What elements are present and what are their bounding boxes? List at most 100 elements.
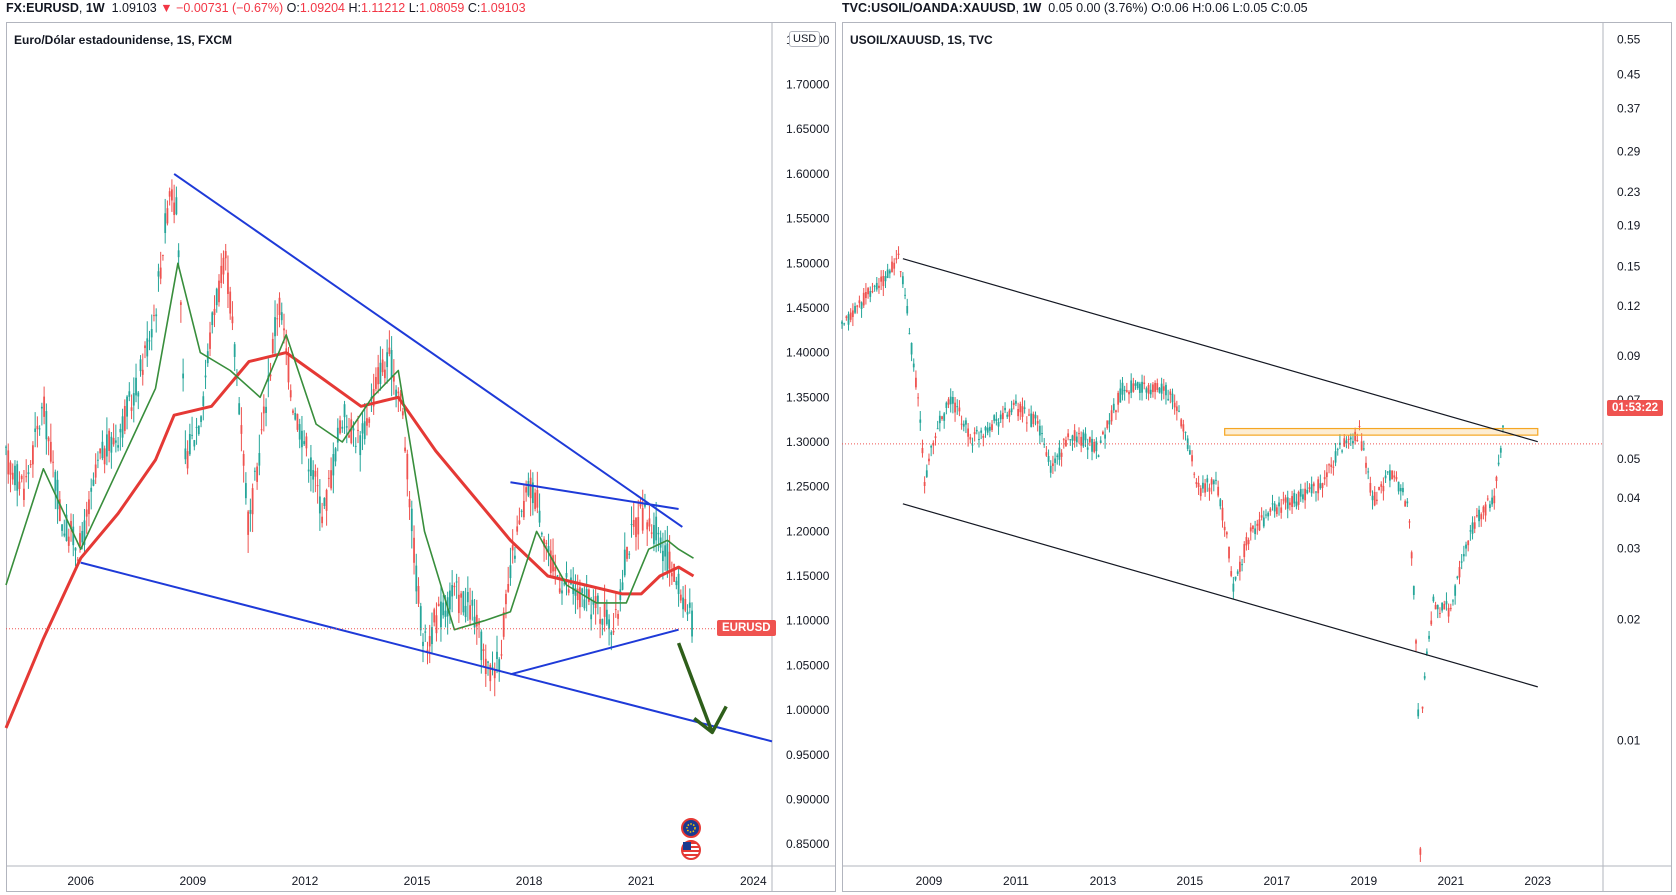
candle-body <box>518 520 521 524</box>
candle-body <box>1173 402 1176 408</box>
candle-body <box>1260 515 1263 518</box>
candle-body <box>1019 403 1022 413</box>
candle-body <box>27 472 30 475</box>
left-currency-unit-label[interactable]: USD <box>789 31 821 47</box>
candle-body <box>605 609 608 625</box>
candle-body <box>186 451 189 469</box>
candle-body <box>482 649 485 652</box>
candle-body <box>1097 455 1100 457</box>
candle-body <box>1360 441 1363 451</box>
candle-body <box>973 432 976 435</box>
candle-body <box>1008 410 1011 417</box>
candle-body <box>1160 383 1163 394</box>
left-chart-panel[interactable] <box>6 22 836 892</box>
candle-body <box>310 457 312 477</box>
left-low: 1.08059 <box>419 1 465 15</box>
candle-body <box>999 414 1002 420</box>
slow-moving-average-line <box>4 351 695 729</box>
candle-body <box>117 445 119 448</box>
candle-body <box>1121 382 1124 395</box>
candle-body <box>148 340 151 342</box>
candle-body <box>1110 410 1113 422</box>
candle-body <box>1123 389 1126 392</box>
candle-body <box>646 522 649 530</box>
candle-body <box>910 342 913 355</box>
candle-body <box>1084 433 1087 441</box>
candle-body <box>1462 554 1465 557</box>
candle-body <box>47 437 50 442</box>
candle-body <box>845 316 848 318</box>
candle-body <box>1486 498 1489 500</box>
left-symbol[interactable]: FX:EURUSD <box>6 1 79 15</box>
candle-body <box>478 621 480 625</box>
right-chart-legend[interactable]: USOIL/XAUUSD, 1S, TVC <box>850 33 993 47</box>
candle-body <box>1158 387 1161 393</box>
right-low: 0.05 <box>1242 1 1268 15</box>
candle-body <box>1306 489 1309 494</box>
candle-body <box>1449 607 1452 610</box>
candle-body <box>505 593 507 605</box>
candle-body <box>139 359 142 372</box>
candle-body <box>146 338 149 357</box>
candle-body <box>399 393 402 403</box>
candle-body <box>1367 471 1370 473</box>
left-chart-legend[interactable]: Euro/Dólar estadounidense, 1S, FXCM <box>14 33 233 47</box>
candle-body <box>449 590 451 610</box>
y-tick-label: 0.01 <box>1617 734 1641 748</box>
candle-body <box>932 442 935 446</box>
candle-body <box>305 436 308 449</box>
candle-body <box>200 416 202 422</box>
candle-body <box>1393 475 1396 478</box>
candle-body <box>334 448 337 462</box>
right-chart-panel[interactable] <box>842 22 1672 892</box>
candle-body <box>1130 380 1133 393</box>
candle-body <box>971 444 974 446</box>
candle-body <box>581 588 584 593</box>
candle-body <box>1199 488 1202 497</box>
candle-body <box>1402 487 1404 493</box>
candle-body <box>1180 419 1183 427</box>
candle-body <box>1456 576 1459 578</box>
candle-body <box>1004 407 1006 411</box>
candle-body <box>1321 483 1324 489</box>
candle-body <box>1025 422 1028 424</box>
candle-body <box>1452 600 1454 602</box>
candle-body <box>1384 475 1387 479</box>
candle-body <box>444 610 447 617</box>
candle-body <box>873 285 876 287</box>
candle-body <box>943 413 946 421</box>
candle-body <box>1354 431 1357 441</box>
candle-body <box>242 454 245 466</box>
candle-body <box>1010 408 1013 413</box>
candle-body <box>159 267 162 279</box>
y-tick-label: 1.70000 <box>786 78 830 92</box>
candle-body <box>1432 596 1435 602</box>
candle-body <box>1473 522 1476 529</box>
left-chart-svg[interactable]: 1.750001.700001.650001.600001.550001.500… <box>0 0 836 895</box>
candle-body <box>487 661 489 663</box>
left-interval[interactable]: 1W <box>85 1 105 15</box>
y-tick-label: 0.90000 <box>786 792 830 806</box>
candle-body <box>363 421 366 440</box>
candle-body <box>1184 431 1187 433</box>
candle-body <box>348 435 350 438</box>
candle-body <box>1278 502 1280 507</box>
candle-body <box>928 458 930 462</box>
candle-body <box>157 271 160 277</box>
candle-body <box>610 632 613 635</box>
right-interval[interactable]: 1W <box>1022 1 1042 15</box>
candle-body <box>995 418 998 422</box>
y-tick-label: 0.85000 <box>786 837 830 851</box>
candle-body <box>327 477 330 479</box>
right-symbol[interactable]: TVC:USOIL/OANDA:XAUUSD <box>842 1 1016 15</box>
candle-body <box>65 514 68 541</box>
candle-body <box>388 347 391 354</box>
candle-body <box>1421 706 1424 709</box>
candle-body <box>97 459 99 461</box>
left-open: 1.09204 <box>299 1 345 15</box>
candle-body <box>912 363 915 368</box>
candle-body <box>561 590 563 594</box>
candle-body <box>1256 523 1259 526</box>
candle-body <box>516 526 519 532</box>
